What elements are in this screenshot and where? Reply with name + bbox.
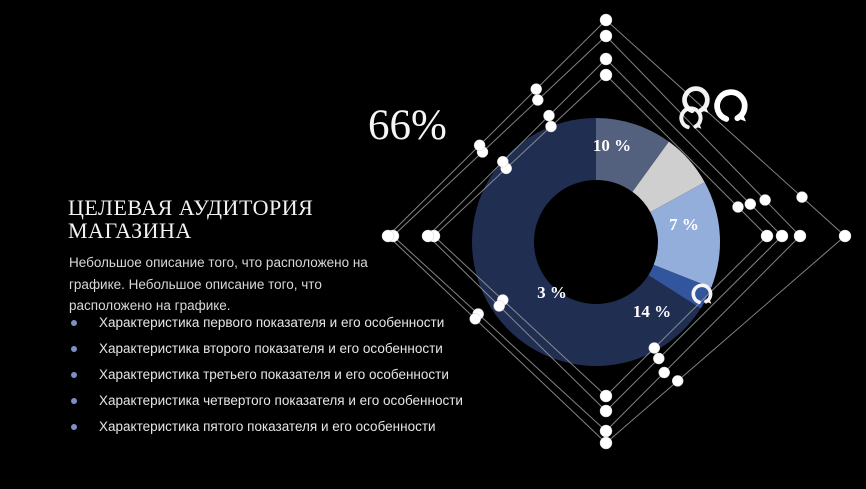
svg-text:7 %: 7 %	[669, 215, 699, 234]
svg-text:14 %: 14 %	[633, 302, 671, 321]
svg-text:10 %: 10 %	[593, 136, 631, 155]
svg-text:3 %: 3 %	[537, 283, 567, 302]
